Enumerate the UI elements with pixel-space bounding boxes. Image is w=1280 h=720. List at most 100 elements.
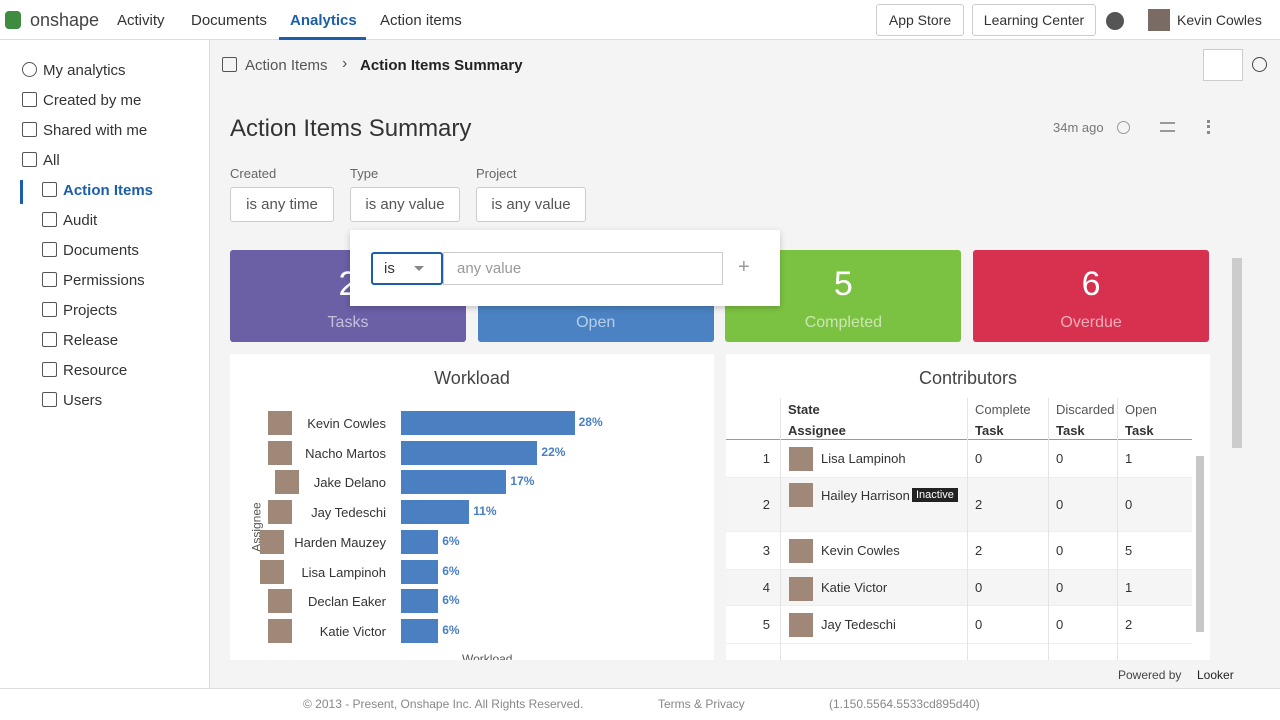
filter-button[interactable]: is any time [230, 187, 334, 222]
avatar [789, 447, 813, 471]
refresh-icon[interactable] [1117, 121, 1130, 134]
add-tile-button[interactable] [1203, 49, 1243, 81]
value-label: 28% [578, 415, 603, 429]
avatar [267, 411, 292, 435]
folder-item[interactable]: Action Items [63, 182, 154, 199]
folder-item[interactable]: Projects [63, 302, 118, 319]
folder-item[interactable]: Resource [63, 362, 128, 379]
assignee: Hailey Harrison [821, 488, 910, 503]
folder-icon [42, 272, 57, 287]
filter-label: Type [350, 166, 379, 181]
cell: 5 [1125, 543, 1133, 558]
folder-item[interactable]: Users [63, 392, 103, 409]
sidebar-icon [22, 92, 37, 107]
sidebar-item[interactable]: My analytics [43, 62, 126, 79]
folder-item[interactable]: Documents [63, 242, 139, 259]
folder-item[interactable]: Release [63, 332, 119, 349]
folder-item[interactable]: Audit [63, 212, 98, 229]
folder-icon [42, 392, 57, 407]
filter-label: Project [476, 166, 517, 181]
bar [401, 470, 507, 495]
sidebar-item[interactable]: Created by me [43, 92, 142, 109]
cell: 1 [1125, 580, 1133, 595]
copyright: © 2013 - Present, Onshape Inc. All Right… [303, 697, 584, 711]
breadcrumb[interactable]: Action Items [245, 57, 328, 74]
nav-button[interactable]: Learning Center [972, 4, 1096, 36]
nav-button[interactable]: App Store [876, 4, 964, 36]
cell: 0 [975, 617, 983, 632]
active-underline [279, 37, 366, 40]
bar [401, 411, 575, 435]
cell: 0 [975, 580, 983, 595]
value-label: 22% [541, 444, 566, 459]
cell: 0 [1056, 580, 1064, 595]
history-icon [1252, 57, 1267, 72]
cell: 0 [975, 451, 983, 466]
sidebar [0, 40, 210, 688]
assignee: Jay Tedeschi [821, 617, 896, 632]
filter-button[interactable]: is any value [350, 187, 460, 222]
category-label: Harden Mauzey [294, 534, 386, 550]
value-input[interactable]: any value [443, 252, 723, 285]
bar [401, 559, 439, 584]
column-header[interactable]: Task [975, 423, 1004, 438]
menu-icon[interactable] [1207, 120, 1210, 134]
workload-panel [230, 354, 714, 660]
kpi-label: Open [576, 314, 616, 331]
nav-tab[interactable]: Activity [117, 12, 165, 29]
x-axis-label: Workload [462, 652, 513, 660]
operator-select[interactable]: is [371, 252, 443, 285]
folder-icon [42, 182, 57, 197]
add-button[interactable]: + [738, 256, 750, 278]
cell: 2 [1125, 617, 1133, 632]
cell: 0 [1056, 617, 1064, 632]
avatar [789, 577, 813, 601]
nav-tab[interactable]: Analytics [290, 12, 357, 29]
column-header[interactable]: Assignee [788, 423, 846, 438]
folder-item[interactable]: Permissions [63, 272, 145, 289]
scrollbar [1196, 456, 1204, 632]
column-group: State [788, 402, 820, 417]
user-name[interactable]: Kevin Cowles [1177, 12, 1262, 28]
cell: 0 [1056, 497, 1064, 512]
assignee: Lisa Lampinoh [821, 451, 906, 466]
bar [401, 589, 439, 614]
powered-by: Powered by [1118, 668, 1182, 682]
terms-link[interactable]: Terms & Privacy [658, 697, 745, 711]
assignee: Katie Victor [821, 580, 888, 595]
folder-icon [42, 242, 57, 257]
avatar [267, 618, 292, 643]
sidebar-item[interactable]: All [43, 152, 60, 169]
avatar [789, 613, 813, 637]
column-header[interactable]: Task [1056, 423, 1085, 438]
logo-icon [5, 11, 21, 29]
column-border [967, 398, 968, 660]
assignee: Kevin Cowles [821, 543, 900, 558]
category-label: Jake Delano [313, 475, 386, 491]
sidebar-item[interactable]: Shared with me [43, 122, 148, 139]
breadcrumb-icon [222, 57, 237, 72]
avatar [267, 440, 292, 465]
sidebar-icon [22, 62, 37, 77]
cell: 0 [1056, 451, 1064, 466]
category-label: Katie Victor [319, 623, 386, 639]
filter-button[interactable]: is any value [476, 187, 586, 222]
category-label: Lisa Lampinoh [301, 564, 386, 580]
dashboard-title: Action Items Summary [230, 115, 472, 142]
bar [401, 500, 470, 525]
cell: 2 [975, 543, 983, 558]
kpi-value: 5 [833, 265, 853, 303]
value-label: 6% [442, 593, 460, 608]
value-label: 17% [510, 474, 535, 489]
column-border [780, 398, 781, 660]
table-title: Contributors [918, 368, 1018, 388]
filter-icon[interactable] [1160, 122, 1175, 132]
value-label: 6% [442, 622, 460, 637]
cell: 1 [1125, 451, 1133, 466]
folder-icon [42, 302, 57, 317]
nav-tab[interactable]: Action items [380, 12, 462, 29]
nav-tab[interactable]: Documents [191, 12, 267, 29]
column-header[interactable]: Task [1125, 423, 1154, 438]
